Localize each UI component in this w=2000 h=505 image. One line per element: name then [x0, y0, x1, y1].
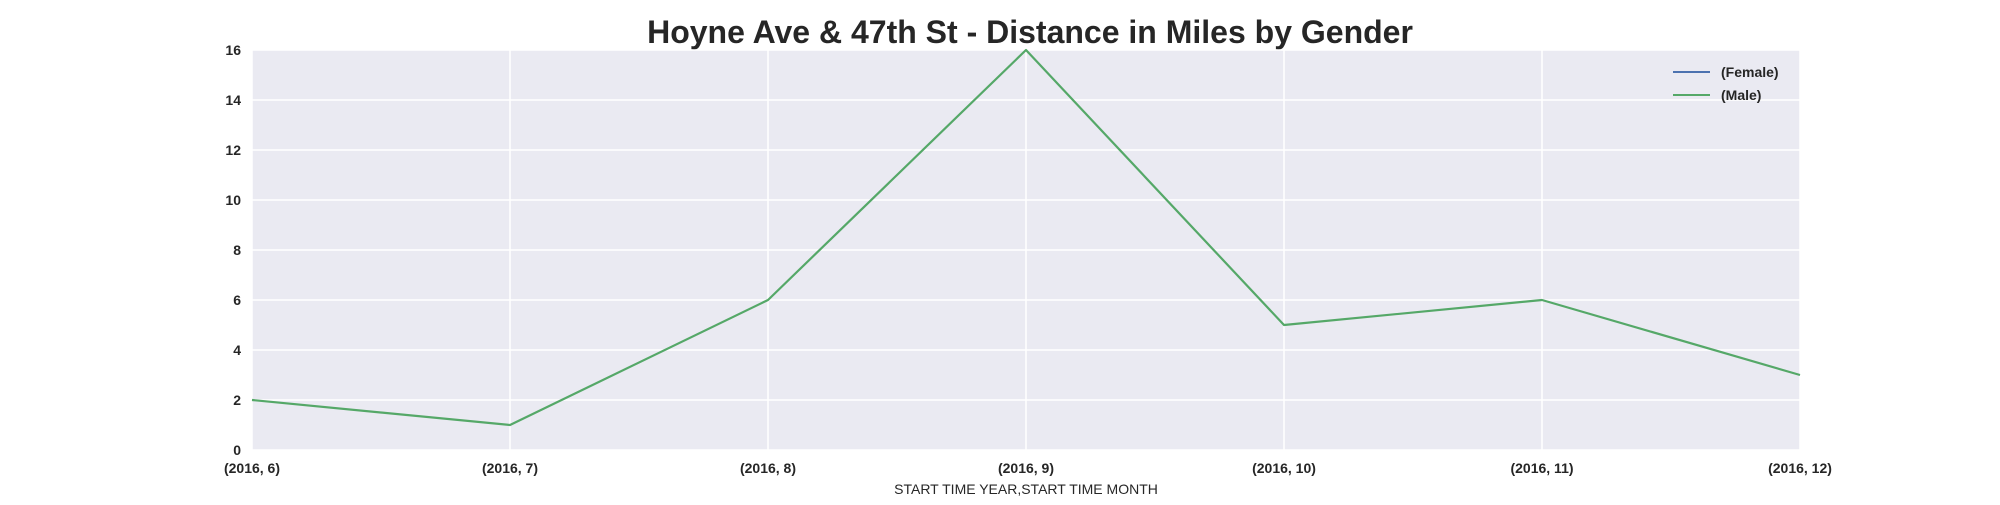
y-tick-label: 16 [225, 42, 241, 58]
x-tick-label: (2016, 12) [1768, 460, 1832, 476]
y-tick-label: 8 [233, 242, 241, 258]
x-tick-label: (2016, 7) [482, 460, 538, 476]
x-tick-label: (2016, 8) [740, 460, 796, 476]
legend-label-male: (Male) [1721, 87, 1761, 103]
chart-title: Hoyne Ave & 47th St - Distance in Miles … [647, 14, 1413, 50]
x-tick-label: (2016, 11) [1510, 460, 1573, 476]
legend: (Female) (Male) [1673, 64, 1779, 103]
y-tick-label: 2 [233, 392, 241, 408]
y-tick-label: 14 [225, 92, 241, 108]
legend-label-female: (Female) [1721, 64, 1779, 80]
series-line-male [251, 48, 1801, 427]
y-tick-label: 4 [233, 342, 241, 358]
x-axis-ticks: (2016, 6) (2016, 7) (2016, 8) (2016, 9) (201… [224, 460, 1832, 476]
x-tick-label: (2016, 10) [1252, 460, 1316, 476]
x-tick-label: (2016, 9) [998, 460, 1054, 476]
y-tick-label: 10 [225, 192, 241, 208]
series-lines [251, 48, 1801, 427]
y-tick-label: 6 [233, 292, 241, 308]
y-tick-label: 0 [233, 442, 241, 458]
x-tick-label: (2016, 6) [224, 460, 280, 476]
x-axis-label: START TIME YEAR,START TIME MONTH [894, 481, 1158, 497]
grid-lines [251, 49, 1801, 451]
y-tick-label: 12 [225, 142, 241, 158]
y-axis-ticks: 0 2 4 6 8 10 12 14 16 [225, 42, 241, 458]
